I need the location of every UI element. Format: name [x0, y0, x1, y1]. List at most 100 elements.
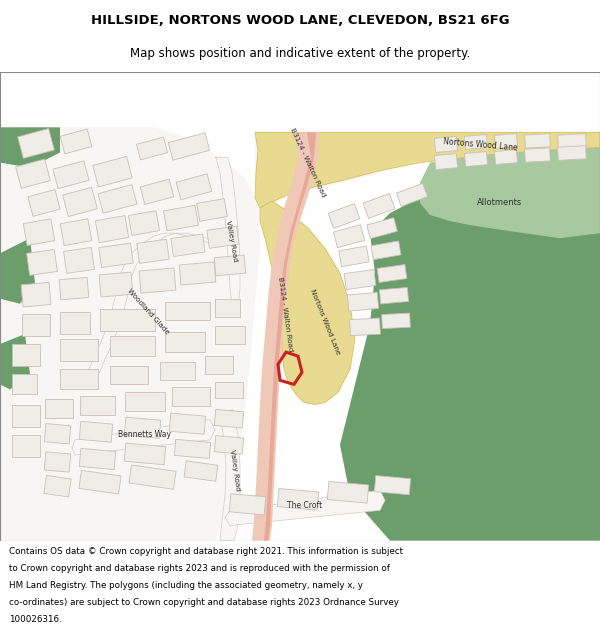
Polygon shape — [214, 255, 246, 276]
Polygon shape — [125, 392, 165, 411]
Polygon shape — [377, 264, 407, 282]
Polygon shape — [175, 439, 211, 459]
Polygon shape — [61, 219, 92, 246]
Text: HILLSIDE, NORTONS WOOD LANE, CLEVEDON, BS21 6FG: HILLSIDE, NORTONS WOOD LANE, CLEVEDON, B… — [91, 14, 509, 27]
Polygon shape — [215, 382, 243, 399]
Polygon shape — [464, 134, 488, 149]
Polygon shape — [140, 179, 174, 204]
Polygon shape — [60, 369, 98, 389]
Polygon shape — [215, 326, 245, 344]
Polygon shape — [110, 366, 148, 384]
Text: Allotments: Allotments — [478, 198, 523, 208]
Polygon shape — [379, 288, 409, 304]
Polygon shape — [22, 314, 50, 336]
Polygon shape — [53, 161, 89, 189]
Polygon shape — [220, 409, 240, 541]
Polygon shape — [374, 476, 410, 495]
Polygon shape — [255, 132, 430, 208]
Polygon shape — [23, 219, 55, 246]
Polygon shape — [164, 206, 199, 231]
Polygon shape — [347, 292, 379, 311]
Polygon shape — [0, 334, 30, 389]
Polygon shape — [171, 234, 205, 256]
Polygon shape — [382, 313, 410, 329]
Polygon shape — [79, 471, 121, 494]
Polygon shape — [0, 238, 35, 304]
Polygon shape — [197, 199, 227, 221]
Polygon shape — [557, 146, 586, 160]
Polygon shape — [434, 154, 458, 169]
Polygon shape — [340, 72, 600, 541]
Polygon shape — [64, 248, 94, 273]
Polygon shape — [17, 129, 55, 158]
Polygon shape — [12, 435, 40, 457]
Polygon shape — [45, 399, 73, 418]
Text: 100026316.: 100026316. — [9, 615, 62, 624]
Polygon shape — [0, 127, 260, 541]
Polygon shape — [59, 278, 89, 300]
Polygon shape — [397, 183, 428, 206]
Polygon shape — [129, 465, 176, 489]
Polygon shape — [44, 452, 71, 472]
Polygon shape — [176, 174, 212, 200]
Text: Woodland Glade: Woodland Glade — [126, 288, 170, 336]
Text: The Croft: The Croft — [287, 501, 323, 510]
Polygon shape — [139, 268, 176, 293]
Text: B3124 - Walton Road: B3124 - Walton Road — [289, 127, 326, 198]
Text: B3124 - Walton Road: B3124 - Walton Road — [277, 276, 293, 352]
Polygon shape — [128, 211, 160, 236]
Polygon shape — [334, 225, 365, 248]
Polygon shape — [44, 424, 71, 444]
Polygon shape — [260, 201, 355, 404]
Polygon shape — [72, 419, 215, 455]
Polygon shape — [80, 396, 115, 414]
Polygon shape — [172, 388, 210, 406]
Polygon shape — [99, 243, 133, 268]
Polygon shape — [21, 282, 51, 307]
Polygon shape — [179, 262, 216, 285]
Polygon shape — [225, 490, 385, 526]
Polygon shape — [136, 137, 167, 160]
Polygon shape — [207, 226, 239, 248]
Polygon shape — [99, 272, 133, 297]
Polygon shape — [26, 249, 58, 276]
Text: Map shows position and indicative extent of the property.: Map shows position and indicative extent… — [130, 48, 470, 61]
Polygon shape — [137, 239, 169, 263]
Text: to Crown copyright and database rights 2023 and is reproduced with the permissio: to Crown copyright and database rights 2… — [9, 564, 390, 573]
Polygon shape — [252, 132, 320, 541]
Polygon shape — [328, 204, 360, 228]
Polygon shape — [93, 156, 132, 187]
Polygon shape — [524, 134, 550, 148]
Text: Bennetts Way: Bennetts Way — [119, 430, 172, 439]
Polygon shape — [214, 409, 244, 428]
Polygon shape — [169, 413, 206, 434]
Polygon shape — [28, 189, 60, 216]
Polygon shape — [84, 233, 226, 379]
Polygon shape — [62, 188, 97, 216]
Polygon shape — [79, 421, 113, 442]
Polygon shape — [363, 194, 395, 218]
Text: Nortons Wood Lane: Nortons Wood Lane — [442, 137, 518, 152]
Polygon shape — [95, 216, 128, 242]
Polygon shape — [215, 299, 240, 317]
Polygon shape — [124, 417, 161, 438]
Polygon shape — [12, 344, 40, 366]
Polygon shape — [277, 489, 319, 510]
Polygon shape — [524, 148, 550, 162]
Polygon shape — [12, 404, 40, 427]
Polygon shape — [557, 134, 586, 148]
Text: co-ordinates) are subject to Crown copyright and database rights 2023 Ordnance S: co-ordinates) are subject to Crown copyr… — [9, 598, 399, 607]
Polygon shape — [420, 142, 600, 238]
Polygon shape — [264, 132, 316, 541]
Polygon shape — [0, 127, 60, 168]
Polygon shape — [165, 302, 210, 320]
Polygon shape — [60, 129, 92, 154]
Text: Valley Road: Valley Road — [229, 449, 241, 491]
Polygon shape — [367, 217, 397, 239]
Polygon shape — [205, 356, 233, 374]
Polygon shape — [214, 436, 244, 454]
Text: HM Land Registry. The polygons (including the associated geometry, namely x, y: HM Land Registry. The polygons (includin… — [9, 581, 363, 590]
Polygon shape — [100, 309, 155, 331]
Polygon shape — [215, 158, 240, 314]
Text: Contains OS data © Crown copyright and database right 2021. This information is : Contains OS data © Crown copyright and d… — [9, 548, 403, 556]
